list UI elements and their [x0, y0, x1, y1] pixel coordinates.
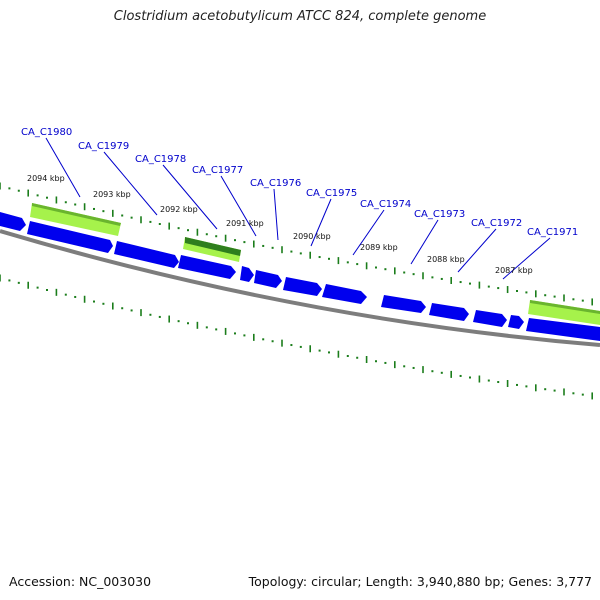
kbp-label: 2094 kbp	[27, 174, 65, 183]
gene-label[interactable]: CA_C1977	[192, 165, 243, 176]
genome-summary: Topology: circular; Length: 3,940,880 bp…	[248, 574, 592, 589]
kbp-label: 2091 kbp	[226, 219, 264, 228]
gene-label[interactable]: CA_C1973	[414, 209, 465, 220]
kbp-label: 2088 kbp	[427, 255, 465, 264]
gene-label[interactable]: CA_C1979	[78, 141, 129, 152]
gene-label[interactable]: CA_C1980	[21, 127, 72, 138]
rna-feature-top	[530, 300, 600, 314]
gene-label[interactable]: CA_C1972	[471, 218, 522, 229]
outer-ruler	[0, 182, 594, 306]
gene-label[interactable]: CA_C1971	[527, 227, 578, 238]
gene-arrow[interactable]	[429, 303, 469, 321]
rna-feature[interactable]	[30, 203, 121, 236]
inner-ruler	[0, 274, 594, 400]
kbp-label: 2093 kbp	[93, 190, 131, 199]
rna-feature-top	[32, 203, 121, 226]
feature-track-genes	[0, 212, 600, 341]
gene-arrow[interactable]	[254, 270, 282, 288]
gene-arrow[interactable]	[283, 277, 322, 296]
gene-label[interactable]: CA_C1975	[306, 188, 357, 199]
gene-arrow[interactable]	[178, 255, 236, 279]
gene-arrow[interactable]	[114, 241, 179, 268]
kbp-label: 2090 kbp	[293, 232, 331, 241]
gene-arrow[interactable]	[526, 318, 600, 341]
genome-backbone	[0, 229, 600, 347]
rna-feature-top	[185, 237, 241, 256]
gene-arrow[interactable]	[508, 315, 524, 329]
gene-label[interactable]: CA_C1978	[135, 154, 186, 165]
gene-labels: CA_C1980 CA_C1979 CA_C1978 CA_C1977 CA_C…	[21, 127, 578, 238]
gene-arrow[interactable]	[240, 266, 254, 282]
gene-label[interactable]: CA_C1974	[360, 199, 411, 210]
gene-arrow[interactable]	[473, 310, 507, 327]
gene-arrow[interactable]	[0, 212, 26, 231]
kbp-label: 2089 kbp	[360, 243, 398, 252]
feature-track-green	[30, 203, 600, 325]
kbp-labels: 2094 kbp 2093 kbp 2092 kbp 2091 kbp 2090…	[27, 174, 533, 275]
map-title: Clostridium acetobutylicum ATCC 824, com…	[113, 9, 487, 24]
accession-text: Accession: NC_003030	[9, 574, 152, 589]
gene-arrow[interactable]	[322, 284, 367, 304]
gene-callouts	[45, 137, 551, 280]
kbp-label: 2087 kbp	[495, 266, 533, 275]
kbp-label: 2092 kbp	[160, 205, 198, 214]
gene-arrow[interactable]	[27, 221, 113, 253]
gene-arrow[interactable]	[381, 295, 426, 313]
gene-label[interactable]: CA_C1976	[250, 178, 301, 189]
rna-feature[interactable]	[528, 300, 600, 325]
